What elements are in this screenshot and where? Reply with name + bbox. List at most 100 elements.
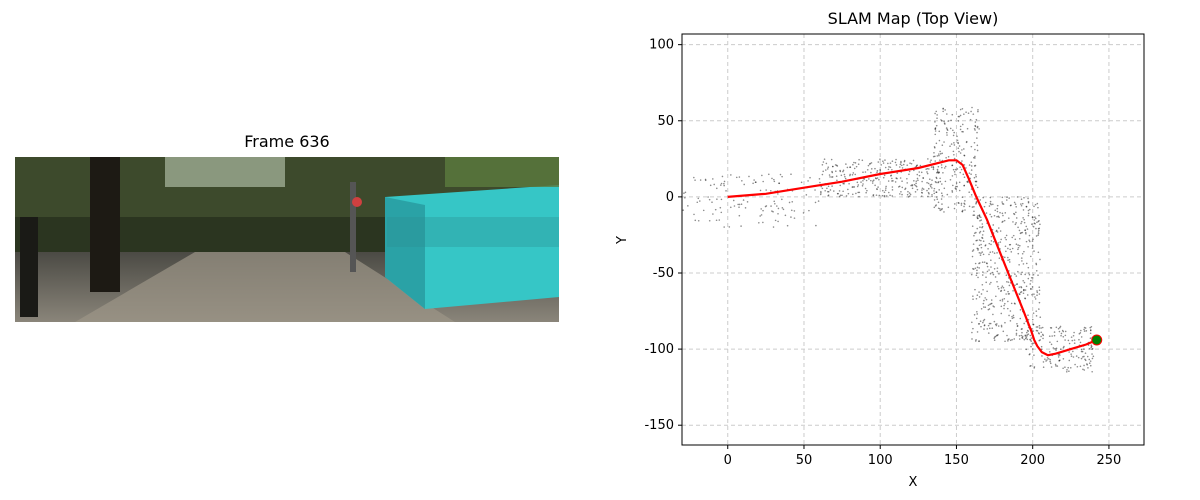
map-point [977,247,979,250]
map-point [738,206,740,208]
map-point [878,178,880,181]
map-point [879,170,882,172]
map-point [939,177,941,180]
map-point [1003,289,1006,292]
map-point [842,170,844,173]
map-point [984,244,987,247]
map-point [1029,283,1032,285]
map-point [697,197,700,200]
map-point [908,173,910,176]
map-point [889,166,892,169]
map-point [1054,363,1057,366]
map-point [762,209,764,212]
map-point [989,196,992,199]
map-point [1020,285,1022,288]
map-point [999,211,1001,214]
map-point [1009,248,1011,251]
map-point [1011,247,1014,250]
map-point [831,165,834,168]
map-point [694,219,697,222]
map-point [831,176,833,178]
map-point [1014,203,1017,206]
map-point [1020,232,1023,234]
map-point [966,180,968,183]
map-point [1064,330,1067,333]
map-point [973,156,975,159]
map-point [981,237,984,239]
map-point [1003,219,1006,222]
map-point [994,209,997,212]
map-point [857,163,860,166]
map-point [934,128,937,131]
map-point [819,181,821,184]
map-point [933,192,936,195]
map-point [971,106,973,109]
map-point [1037,206,1039,209]
map-point [835,164,838,167]
map-point [970,173,972,176]
map-point [990,259,992,261]
map-point [998,216,1000,219]
map-point [1027,214,1030,217]
map-point [920,195,923,197]
map-point [1023,196,1025,199]
map-point [1036,221,1038,224]
map-point [982,319,985,322]
map-point [943,187,946,190]
map-point [934,160,937,162]
map-point [940,164,943,166]
map-point [1041,355,1043,357]
map-point [1057,327,1060,330]
map-point [1072,334,1075,337]
map-point [1040,331,1043,334]
map-point [1028,353,1031,356]
map-point [981,236,983,239]
map-point [1005,293,1007,295]
map-point [890,175,892,177]
map-point [861,159,864,162]
map-point [844,177,847,180]
map-point [1078,338,1080,341]
map-point [976,239,978,242]
map-point [876,177,879,179]
map-point [977,217,979,220]
map-point [1025,335,1028,337]
map-point [827,166,830,169]
map-point [958,145,961,147]
map-point [1027,266,1030,269]
map-point [953,157,956,160]
map-point [760,214,763,216]
map-point [781,207,784,209]
map-point [979,230,982,233]
map-point [914,191,917,193]
map-point [899,193,901,195]
map-point [704,178,707,181]
map-point [1089,329,1092,331]
map-point [926,171,928,173]
map-point [1012,316,1015,319]
map-point [896,172,899,174]
map-point [1090,344,1093,346]
map-point [1070,336,1073,338]
map-point [835,175,838,178]
map-point [723,180,726,183]
map-point [972,298,974,300]
map-point [986,265,989,268]
map-point [1090,346,1093,349]
map-point [933,190,935,192]
map-point [699,179,702,181]
map-point [839,194,842,197]
map-point [978,239,981,241]
map-point [981,223,984,225]
x-tick-label: 0 [724,453,732,468]
map-point [1083,369,1086,371]
map-point [975,202,977,205]
map-point [1073,342,1076,344]
map-point [1020,198,1023,201]
map-point [940,119,942,121]
map-point [1065,371,1068,373]
map-point [971,225,974,228]
map-point [973,176,976,179]
map-point [916,173,919,176]
plot-area-frame [681,33,1145,446]
